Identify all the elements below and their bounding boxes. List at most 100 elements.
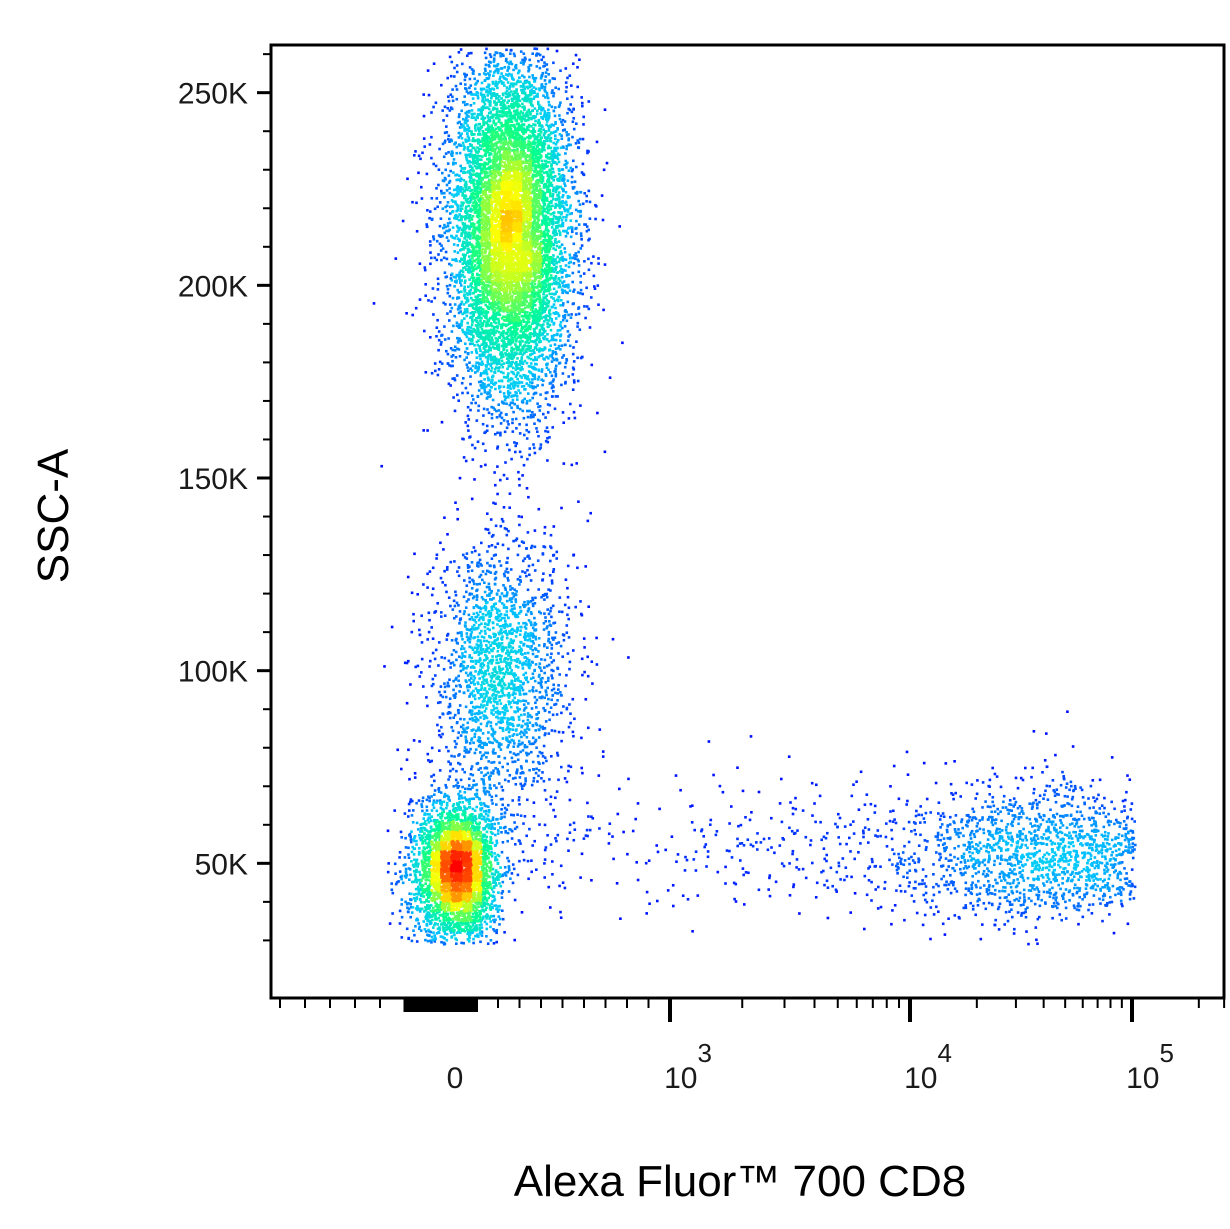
event-point <box>507 529 510 533</box>
event-point <box>973 863 977 866</box>
event-point <box>1065 879 1069 883</box>
event-point <box>500 592 504 595</box>
event-point <box>791 849 795 853</box>
event-point <box>496 68 500 71</box>
event-point <box>986 867 989 870</box>
event-point <box>572 649 575 652</box>
event-point <box>1107 832 1110 835</box>
event-point <box>1127 851 1130 854</box>
event-point <box>453 75 456 78</box>
event-point <box>1062 860 1066 863</box>
event-point <box>419 157 422 161</box>
event-point <box>991 816 994 819</box>
event-point <box>448 221 452 224</box>
event-point <box>501 727 504 730</box>
event-point <box>525 382 529 385</box>
event-point <box>1006 808 1009 812</box>
event-point <box>960 873 964 877</box>
event-point <box>561 326 564 330</box>
event-point <box>536 754 540 758</box>
event-point <box>1000 879 1003 882</box>
event-point <box>538 762 541 765</box>
event-point <box>1083 855 1086 859</box>
event-point <box>508 492 512 495</box>
event-point <box>512 68 515 72</box>
event-point <box>1018 837 1022 841</box>
event-point <box>461 723 465 727</box>
event-point <box>932 863 935 866</box>
event-point <box>487 808 491 812</box>
event-point <box>994 822 997 825</box>
event-point <box>437 338 441 342</box>
event-point <box>477 368 480 371</box>
event-point <box>431 651 435 655</box>
event-point <box>455 145 459 149</box>
event-point <box>559 339 562 342</box>
event-point <box>495 940 498 944</box>
event-point <box>511 592 514 595</box>
event-point <box>429 939 432 943</box>
event-point <box>447 684 450 688</box>
event-point <box>1080 870 1084 873</box>
event-point <box>923 821 926 824</box>
event-point <box>486 392 489 396</box>
event-point <box>459 179 462 183</box>
event-point <box>1024 863 1027 866</box>
event-point <box>530 623 533 627</box>
event-point <box>716 870 720 874</box>
event-point <box>486 512 489 515</box>
event-point <box>1076 837 1080 840</box>
event-point <box>535 698 539 702</box>
event-point <box>1067 845 1071 849</box>
event-point <box>992 837 996 840</box>
event-point <box>780 862 784 865</box>
event-point <box>498 599 501 603</box>
event-point <box>447 797 450 801</box>
event-point <box>1064 786 1068 789</box>
event-point <box>565 275 568 278</box>
event-point <box>408 832 412 836</box>
event-point <box>449 604 452 608</box>
event-point <box>588 200 592 204</box>
event-point <box>554 374 558 378</box>
event-point <box>444 225 447 229</box>
event-point <box>1018 834 1022 838</box>
event-point <box>873 865 877 868</box>
event-point <box>525 547 528 550</box>
event-point <box>451 296 455 300</box>
event-point <box>704 843 708 846</box>
event-point <box>509 750 512 754</box>
event-point <box>429 244 432 247</box>
event-point <box>553 636 557 640</box>
event-point <box>815 881 819 885</box>
event-point <box>569 226 573 229</box>
event-point <box>556 666 559 670</box>
event-point <box>757 790 761 794</box>
event-point <box>1104 815 1108 818</box>
event-point <box>732 881 736 885</box>
event-point <box>453 377 456 380</box>
event-point <box>1014 872 1018 876</box>
event-point <box>524 777 527 780</box>
event-point <box>454 778 458 782</box>
event-point <box>1105 870 1109 873</box>
event-point <box>533 623 536 627</box>
event-point <box>1053 851 1057 854</box>
event-point <box>567 769 570 773</box>
event-point <box>459 669 463 673</box>
event-point <box>1014 848 1018 851</box>
event-point <box>540 83 544 86</box>
event-point <box>482 414 485 417</box>
event-point <box>1019 776 1023 780</box>
event-point <box>767 888 770 891</box>
event-point <box>448 140 451 143</box>
event-point <box>470 739 473 742</box>
event-point <box>491 750 495 754</box>
event-point <box>419 929 423 932</box>
event-point <box>563 603 567 607</box>
event-point <box>944 762 948 765</box>
event-point <box>518 407 522 411</box>
event-point <box>822 835 826 839</box>
event-point <box>730 805 733 808</box>
event-point <box>1088 806 1092 810</box>
